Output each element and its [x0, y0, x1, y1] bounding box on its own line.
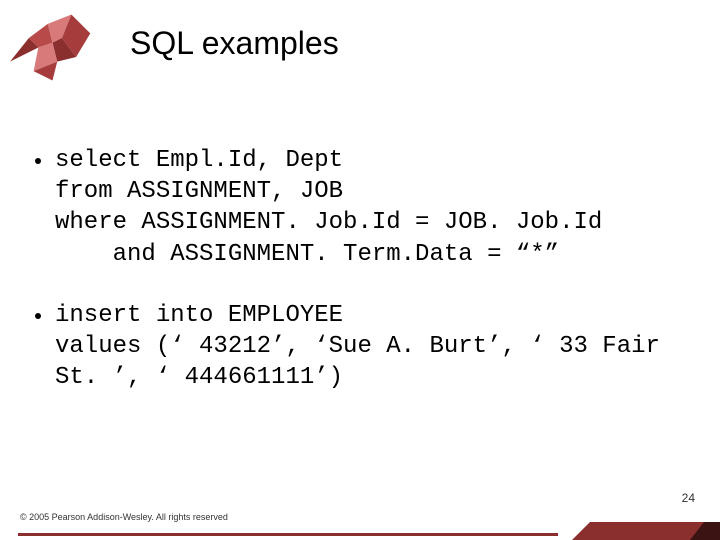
slide-title: SQL examples — [130, 25, 339, 62]
content-area: select Empl.Id, Dept from ASSIGNMENT, JO… — [35, 145, 690, 423]
footer-decoration — [0, 520, 720, 540]
footer-notch-icon — [572, 522, 590, 540]
page-number: 24 — [682, 491, 695, 505]
bullet-item: insert into EMPLOYEE values (‘ 43212’, ‘… — [35, 300, 690, 394]
footer-corner-notch-icon — [690, 522, 704, 540]
origami-crane-icon — [5, 5, 100, 90]
bullet-dot-icon — [35, 313, 41, 319]
code-block: select Empl.Id, Dept from ASSIGNMENT, JO… — [55, 145, 602, 270]
footer-corner — [704, 522, 720, 540]
code-block: insert into EMPLOYEE values (‘ 43212’, ‘… — [55, 300, 690, 394]
bullet-item: select Empl.Id, Dept from ASSIGNMENT, JO… — [35, 145, 690, 270]
footer-line — [18, 533, 558, 536]
slide: SQL examples select Empl.Id, Dept from A… — [0, 0, 720, 540]
bullet-dot-icon — [35, 158, 41, 164]
